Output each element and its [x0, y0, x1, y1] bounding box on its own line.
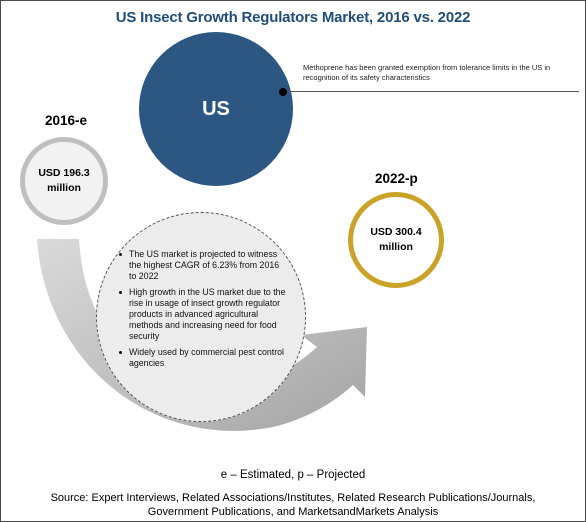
end-value-unit: million: [379, 241, 413, 253]
legend-note: e – Estimated, p – Projected: [220, 469, 366, 481]
start-year-label: 2016-e: [45, 113, 88, 128]
highlight-text: Widely used by commercial pest control a…: [129, 347, 284, 369]
start-value-amount: USD 196.3: [38, 167, 90, 179]
page-title: US Insect Growth Regulators Market, 2016…: [115, 9, 471, 26]
bullet-icon: [119, 253, 122, 256]
bullet-icon: [119, 291, 122, 295]
start-value: USD 196.3 million: [29, 166, 99, 196]
highlights-circle: [96, 212, 306, 422]
start-value-circle: USD 196.3 million: [20, 137, 108, 225]
highlight-item: Widely used by commercial pest control a…: [118, 347, 288, 369]
callout-dot-icon: [279, 88, 287, 96]
highlight-text: The US market is projected to witness th…: [129, 249, 280, 281]
callout-line: [285, 91, 579, 92]
end-value: USD 300.4 million: [361, 225, 431, 255]
end-year-label: 2022-p: [375, 171, 418, 186]
source-note: Source: Expert Interviews, Related Assoc…: [7, 491, 579, 519]
highlights-list: The US market is projected to witness th…: [118, 249, 288, 375]
source-line-2: Government Publications, and MarketsandM…: [147, 506, 439, 518]
callout-text: Methoprene has been granted exemption fr…: [303, 63, 551, 82]
region-circle: US: [139, 32, 293, 186]
end-value-circle: USD 300.4 million: [348, 192, 444, 288]
highlight-item: High growth in the US market due to the …: [118, 287, 288, 341]
start-value-unit: million: [47, 182, 81, 194]
region-label: US: [202, 97, 230, 120]
highlight-item: The US market is projected to witness th…: [118, 249, 288, 281]
source-line-1: Source: Expert Interviews, Related Assoc…: [50, 492, 536, 504]
bullet-icon: [119, 351, 122, 355]
end-value-amount: USD 300.4: [370, 226, 422, 238]
highlight-text: High growth in the US market due to the …: [129, 287, 286, 341]
